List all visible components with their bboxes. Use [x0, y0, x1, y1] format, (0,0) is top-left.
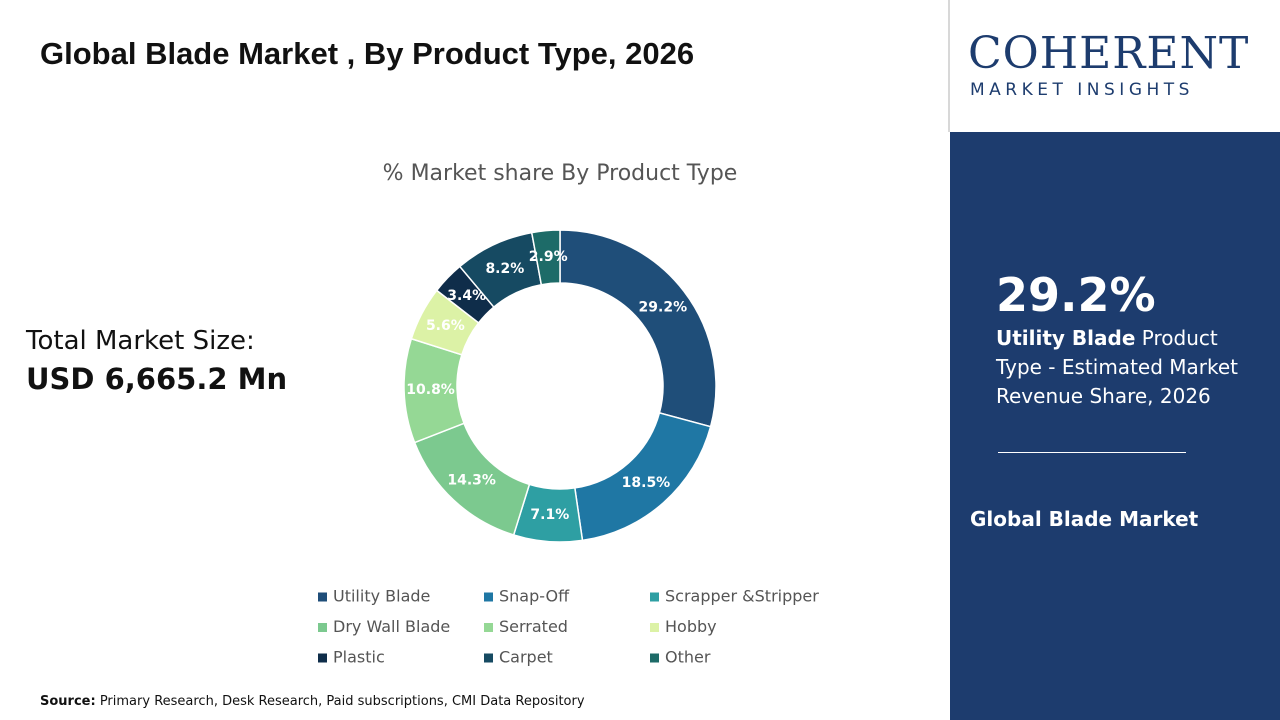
chart: % Market share By Product Type 29.2% 18.5… — [318, 161, 819, 667]
legend-label: Dry Wall Blade — [333, 617, 450, 636]
highlight-text: Utility Blade Product Type - Estimated M… — [996, 324, 1266, 411]
legend-label: Plastic — [333, 648, 385, 667]
data-label: 3.4% — [447, 288, 486, 304]
highlight-desc: Product Type - Estimated Market Revenue … — [996, 326, 1239, 408]
legend-label: Serrated — [499, 617, 568, 636]
legend-label: Carpet — [499, 648, 553, 667]
divider — [948, 0, 950, 132]
legend-swatch — [318, 653, 327, 663]
market-size-value: USD 6,665.2 Mn — [26, 362, 288, 396]
data-label: 29.2% — [639, 299, 688, 315]
legend-swatch — [318, 623, 327, 632]
legend-label: Other — [665, 648, 711, 667]
page-title: Global Blade Market , By Product Type, 2… — [40, 36, 695, 71]
side-panel — [950, 132, 1280, 720]
rule — [998, 452, 1186, 453]
highlight-product: Utility Blade — [996, 326, 1136, 350]
data-label: 7.1% — [530, 507, 569, 523]
legend-label: Hobby — [665, 617, 717, 636]
donut-slice — [559, 229, 717, 428]
legend-label: Utility Blade — [333, 587, 430, 606]
market-size-label: Total Market Size: — [26, 326, 255, 356]
legend-swatch — [650, 623, 659, 632]
chart-title: % Market share By Product Type — [383, 161, 738, 186]
legend-swatch — [484, 592, 493, 602]
legend-swatch — [650, 592, 659, 602]
legend-swatch — [650, 653, 659, 663]
data-label: 5.6% — [426, 318, 465, 334]
logo-name: COHERENT — [968, 28, 1250, 79]
logo-tagline: MARKET INSIGHTS — [970, 80, 1194, 100]
legend-swatch — [484, 653, 493, 663]
legend-label: Snap-Off — [499, 587, 570, 606]
highlight-value: 29.2% — [996, 268, 1156, 322]
donut-slice — [530, 229, 561, 286]
data-label: 18.5% — [622, 475, 671, 491]
data-label: 8.2% — [485, 261, 524, 277]
data-label: 2.9% — [529, 249, 568, 265]
source-text: Primary Research, Desk Research, Paid su… — [95, 694, 585, 709]
source: Source: Primary Research, Desk Research,… — [40, 694, 585, 709]
legend-swatch — [318, 592, 327, 602]
legend-label: Scrapper &Stripper — [665, 587, 819, 606]
data-label: 14.3% — [447, 473, 496, 489]
data-label: 10.8% — [406, 382, 455, 398]
legend-swatch — [484, 623, 493, 632]
highlight-market: Global Blade Market — [970, 507, 1199, 531]
source-label: Source: — [40, 694, 96, 709]
